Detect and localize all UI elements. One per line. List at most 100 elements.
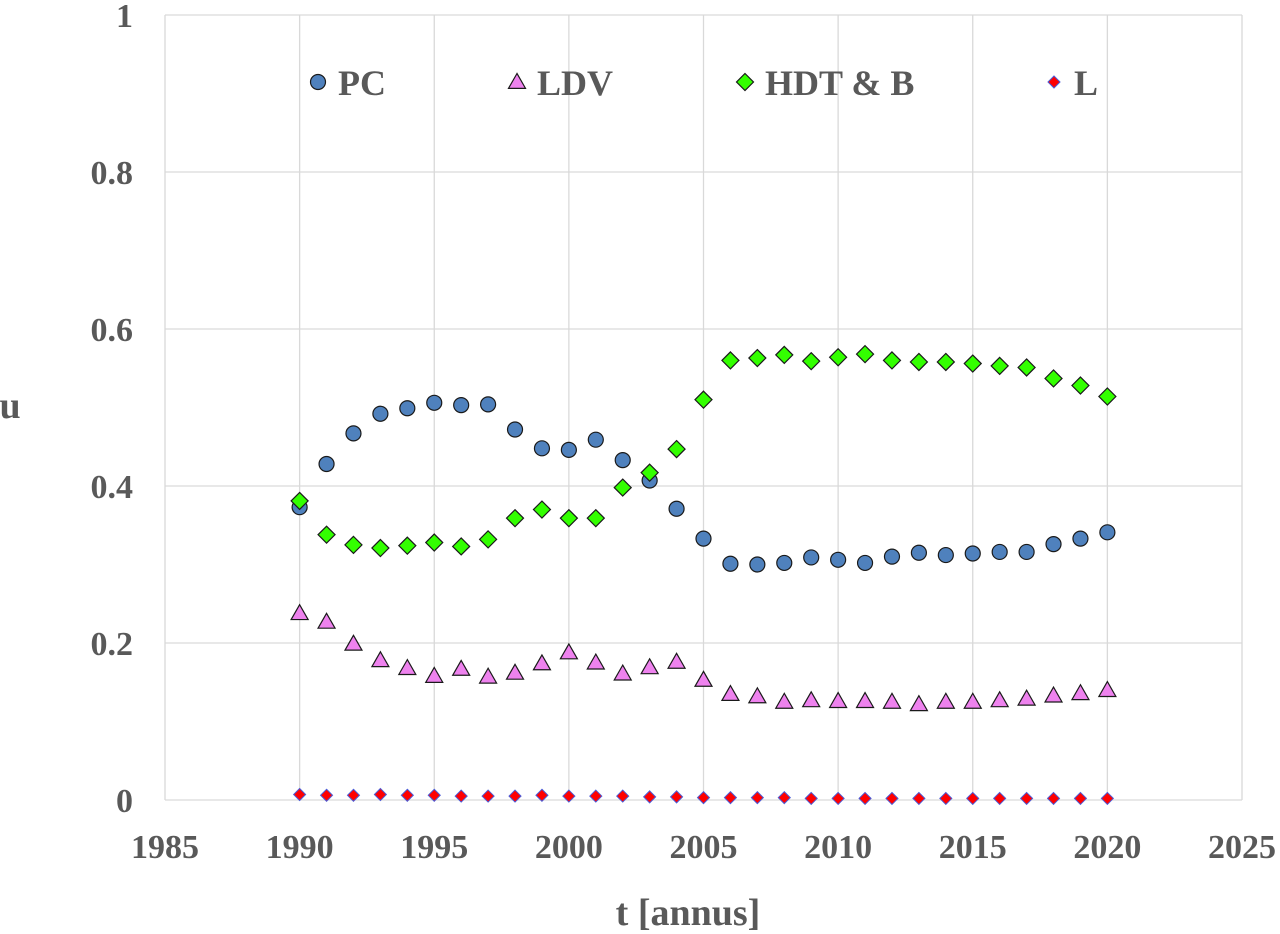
data-point [613,663,633,681]
data-point [319,788,334,802]
data-point [400,788,415,802]
data-point [586,508,606,528]
series-pc [291,394,1116,573]
data-point [856,554,874,572]
y-tick-label: 0 [116,783,133,820]
data-point [858,791,872,806]
legend-label: PC [338,63,386,103]
data-point [533,440,551,457]
data-point [882,351,902,370]
data-point [292,787,307,802]
data-point [562,789,576,803]
data-point [346,788,361,802]
data-point [1019,791,1034,806]
data-point [882,692,902,709]
x-tick-label: 2015 [939,829,1007,866]
data-point [722,555,739,572]
data-point [505,663,525,680]
data-point [774,692,794,709]
data-point [532,500,552,519]
data-point [424,533,444,552]
data-point [720,684,740,702]
series-ldv [290,603,1117,712]
legend-label: LDV [537,63,613,103]
series-l [292,787,1115,806]
data-point [747,686,767,704]
data-point [855,344,875,364]
data-point [290,603,310,621]
x-tick-label: 2020 [1073,829,1141,866]
data-point [963,692,983,709]
data-point [667,652,687,669]
y-tick-label: 1 [116,0,133,35]
data-point [909,694,929,712]
data-point [506,421,524,438]
data-point [964,545,981,562]
data-point [830,551,847,568]
data-point [454,789,468,803]
data-point [1045,535,1062,553]
x-tick-label: 1990 [266,829,334,866]
data-point [669,790,684,804]
legend-marker [735,72,755,92]
data-point [1072,530,1089,547]
data-point [801,351,821,371]
data-point [909,352,929,372]
data-point [749,556,766,573]
data-point [668,500,685,517]
data-point [613,478,633,497]
data-point [478,667,498,684]
data-point [695,530,712,547]
data-point [614,451,631,469]
data-point [559,642,579,660]
x-tick-label: 1995 [400,829,468,866]
legend-marker [1047,75,1061,89]
x-tick-label: 1985 [131,829,199,866]
data-point [828,347,848,367]
data-point [939,791,953,806]
data-point [828,691,848,709]
data-point [345,425,362,442]
y-tick-label: 0.4 [91,469,134,506]
data-point [910,544,928,561]
data-point [587,431,604,448]
data-point [1018,543,1035,561]
data-point [885,791,899,806]
data-point [535,788,549,802]
data-point [371,538,390,558]
legend-label: L [1074,63,1098,103]
legend-marker [507,72,527,89]
data-point [451,537,471,556]
y-tick-label: 0.2 [91,626,134,663]
data-point [801,690,821,708]
data-point [777,790,791,805]
data-point [912,791,926,806]
data-point [640,463,659,483]
data-point [1043,685,1064,703]
data-point [426,394,443,411]
data-point [990,356,1010,376]
x-tick-label: 2010 [804,829,872,866]
data-point [505,508,525,528]
data-point [344,535,363,555]
data-point [397,658,417,676]
data-point [936,692,956,709]
data-point [451,659,471,676]
data-point [1046,791,1061,806]
x-tick-label: 2000 [535,829,603,866]
data-point [721,351,740,370]
legend: PC LDV HDT & B L [309,63,1098,103]
data-point [317,525,336,545]
legend-item: L [1047,63,1098,103]
data-point [1099,524,1116,541]
data-point [1071,376,1090,395]
data-point [696,790,711,805]
data-point [750,790,765,805]
data-point [373,787,388,802]
data-point [831,791,845,806]
data-point [693,670,714,687]
data-point [586,652,606,670]
data-point [343,634,364,651]
data-point [616,789,630,803]
x-axis-title: t [annus] [616,892,761,934]
